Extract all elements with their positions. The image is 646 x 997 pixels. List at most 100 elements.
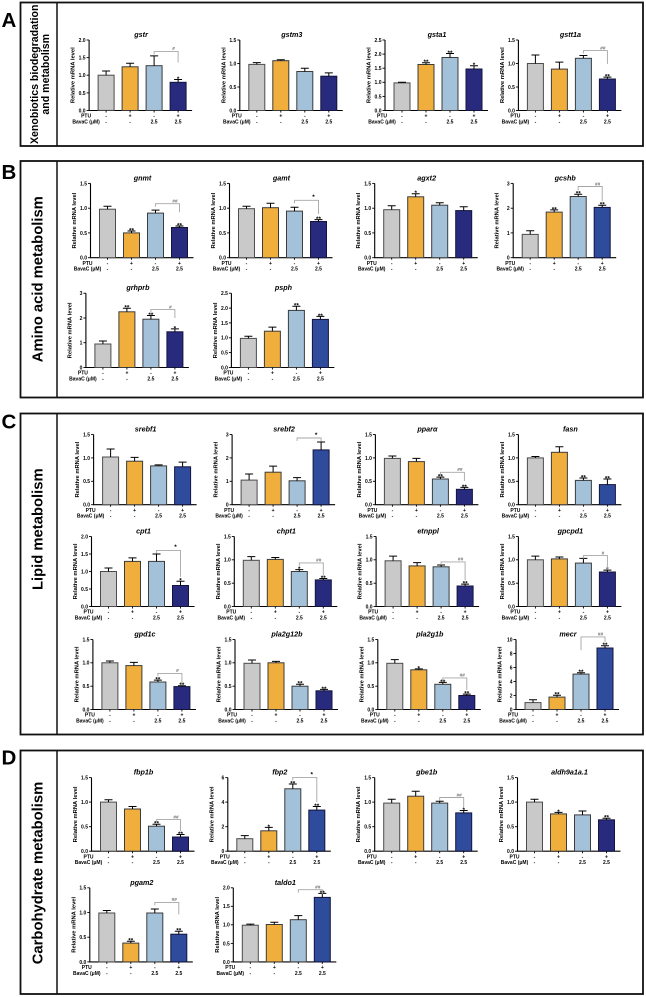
svg-text:0.5: 0.5 bbox=[80, 231, 87, 237]
svg-text:0.0: 0.0 bbox=[508, 108, 515, 114]
svg-text:BavaC (μM): BavaC (μM) bbox=[77, 514, 105, 520]
svg-text:-: - bbox=[132, 615, 134, 621]
svg-text:gbe1b: gbe1b bbox=[415, 768, 438, 777]
svg-text:**: ** bbox=[129, 227, 134, 234]
svg-text:-: - bbox=[249, 965, 251, 971]
svg-text:4: 4 bbox=[222, 800, 225, 806]
svg-text:2.5: 2.5 bbox=[294, 514, 301, 520]
svg-text:3: 3 bbox=[507, 181, 510, 187]
svg-text:+: + bbox=[315, 854, 318, 860]
svg-text:+: + bbox=[558, 508, 561, 514]
svg-text:+: + bbox=[553, 261, 556, 267]
svg-text:Relative mRNA level: Relative mRNA level bbox=[215, 896, 221, 952]
svg-text:2.5: 2.5 bbox=[293, 376, 300, 382]
svg-text:2.5: 2.5 bbox=[153, 860, 160, 866]
svg-text:BavaC (μM): BavaC (μM) bbox=[359, 615, 387, 621]
svg-text:2.5: 2.5 bbox=[436, 267, 443, 273]
svg-text:2.5: 2.5 bbox=[318, 514, 325, 520]
svg-text:6: 6 bbox=[510, 665, 513, 671]
svg-text:fbp2: fbp2 bbox=[272, 768, 287, 777]
svg-text:-: - bbox=[299, 713, 301, 719]
svg-text:-: - bbox=[248, 514, 250, 520]
svg-text:Relative mRNA level: Relative mRNA level bbox=[359, 646, 365, 702]
svg-text:*: * bbox=[268, 824, 271, 831]
svg-text:+: + bbox=[129, 114, 132, 120]
svg-text:-: - bbox=[401, 114, 403, 120]
svg-text:2.5: 2.5 bbox=[447, 119, 454, 125]
svg-text:2.5: 2.5 bbox=[599, 267, 606, 273]
svg-text:+: + bbox=[473, 114, 476, 120]
svg-text:0.5: 0.5 bbox=[224, 581, 231, 587]
svg-text:1.5: 1.5 bbox=[224, 534, 231, 540]
svg-text:0.5: 0.5 bbox=[81, 825, 88, 831]
svg-text:10: 10 bbox=[507, 637, 513, 643]
svg-text:+: + bbox=[558, 610, 561, 616]
svg-text:+: + bbox=[415, 508, 418, 514]
svg-text:Relative mRNA level: Relative mRNA level bbox=[499, 786, 505, 842]
svg-text:0.5: 0.5 bbox=[83, 479, 90, 485]
svg-text:4: 4 bbox=[510, 679, 513, 685]
svg-text:+: + bbox=[464, 610, 467, 616]
svg-text:##: ## bbox=[458, 557, 464, 563]
svg-text:PTU: PTU bbox=[83, 261, 93, 267]
svg-text:PTU: PTU bbox=[78, 371, 88, 377]
svg-text:**: ** bbox=[155, 677, 160, 684]
svg-text:-: - bbox=[256, 119, 258, 125]
svg-text:grhprb: grhprb bbox=[125, 283, 150, 292]
svg-text:-: - bbox=[106, 971, 108, 977]
svg-text:Relative mRNA level: Relative mRNA level bbox=[221, 47, 227, 103]
svg-text:##: ## bbox=[457, 792, 463, 798]
svg-text:1.0: 1.0 bbox=[81, 569, 88, 575]
svg-text:2.5: 2.5 bbox=[152, 267, 159, 273]
svg-text:+: + bbox=[131, 610, 134, 616]
svg-text:2: 2 bbox=[80, 316, 83, 322]
svg-text:2.5: 2.5 bbox=[289, 860, 296, 866]
svg-text:-: - bbox=[244, 860, 246, 866]
svg-text:-: - bbox=[273, 971, 275, 977]
svg-text:1.0: 1.0 bbox=[507, 800, 514, 806]
svg-text:2.5: 2.5 bbox=[321, 718, 328, 724]
svg-text:2.5: 2.5 bbox=[175, 971, 182, 977]
svg-text:Relative mRNA level: Relative mRNA level bbox=[356, 786, 362, 842]
svg-text:-: - bbox=[294, 261, 296, 267]
svg-text:**: ** bbox=[176, 928, 181, 935]
svg-text:**: ** bbox=[128, 938, 133, 945]
svg-text:-: - bbox=[102, 376, 104, 382]
svg-text:+: + bbox=[271, 371, 274, 377]
svg-text:PTU: PTU bbox=[86, 508, 96, 514]
svg-text:**: ** bbox=[294, 303, 299, 310]
svg-text:*: * bbox=[557, 809, 560, 816]
svg-text:2.5: 2.5 bbox=[147, 376, 154, 382]
svg-text:**: ** bbox=[178, 831, 183, 838]
svg-text:**: ** bbox=[314, 803, 319, 810]
svg-text:2.5: 2.5 bbox=[178, 718, 185, 724]
svg-text:gstt1a: gstt1a bbox=[559, 30, 581, 39]
svg-text:-: - bbox=[250, 610, 252, 616]
svg-text:-: - bbox=[131, 267, 133, 273]
svg-text:-: - bbox=[296, 371, 298, 377]
svg-text:-: - bbox=[583, 114, 585, 120]
svg-text:1: 1 bbox=[80, 341, 83, 347]
svg-text:BavaC (μM): BavaC (μM) bbox=[76, 718, 104, 724]
svg-text:1.5: 1.5 bbox=[229, 38, 236, 44]
svg-text:-: - bbox=[529, 267, 531, 273]
svg-text:+: + bbox=[131, 854, 134, 860]
svg-text:**: ** bbox=[576, 191, 581, 198]
svg-text:Relative mRNA level: Relative mRNA level bbox=[500, 441, 506, 497]
svg-text:PTU: PTU bbox=[226, 610, 236, 616]
svg-text:-: - bbox=[248, 508, 250, 514]
svg-text:2.5: 2.5 bbox=[176, 267, 183, 273]
svg-text:+: + bbox=[267, 854, 270, 860]
svg-text:-: - bbox=[129, 119, 131, 125]
svg-text:PTU: PTU bbox=[223, 371, 233, 377]
svg-text:-: - bbox=[583, 508, 585, 514]
svg-text:-: - bbox=[251, 718, 253, 724]
svg-text:-: - bbox=[415, 860, 417, 866]
svg-text:**: ** bbox=[604, 815, 609, 822]
svg-text:+: + bbox=[558, 114, 561, 120]
svg-text:2.5: 2.5 bbox=[155, 514, 162, 520]
svg-text:2.5: 2.5 bbox=[461, 514, 468, 520]
svg-text:0.5: 0.5 bbox=[79, 935, 86, 941]
svg-text:1.5: 1.5 bbox=[79, 886, 86, 892]
svg-text:-: - bbox=[251, 713, 253, 719]
